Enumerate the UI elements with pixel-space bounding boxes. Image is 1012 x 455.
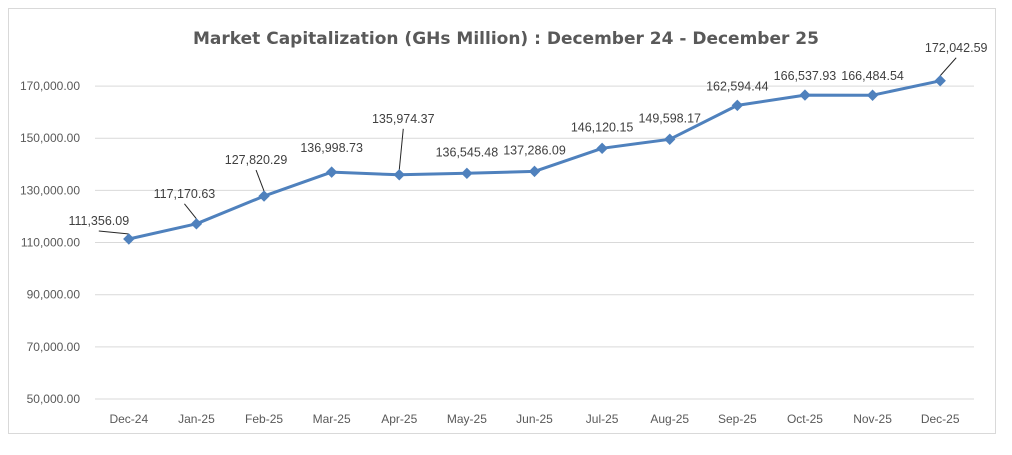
data-label: 166,537.93 xyxy=(774,69,837,83)
x-tick-label: Mar-25 xyxy=(313,412,351,426)
y-tick-label: 50,000.00 xyxy=(27,392,81,406)
data-point-marker xyxy=(866,89,879,101)
data-point-marker xyxy=(731,99,744,112)
data-label: 136,998.73 xyxy=(300,141,363,155)
x-tick-label: Jul-25 xyxy=(586,412,619,426)
data-label: 136,545.48 xyxy=(436,145,499,159)
data-point-marker xyxy=(664,133,676,145)
data-label: 127,820.29 xyxy=(225,153,288,167)
data-point-marker xyxy=(596,142,608,155)
x-tick-label: Oct-25 xyxy=(787,412,823,426)
data-point-marker xyxy=(190,218,203,230)
x-tick-label: Nov-25 xyxy=(853,412,892,426)
data-point-marker xyxy=(934,75,946,87)
data-label: 149,598.17 xyxy=(638,111,701,125)
x-tick-label: Dec-25 xyxy=(921,412,960,426)
y-tick-label: 90,000.00 xyxy=(27,288,81,302)
data-label-leader xyxy=(398,128,404,170)
y-axis-ticks: 50,000.00 70,000.00 90,000.00 110,000.00 130… xyxy=(20,79,80,406)
data-label: 166,484.54 xyxy=(841,69,904,83)
x-tick-label: Dec-24 xyxy=(109,412,148,426)
data-point-marker xyxy=(461,167,473,180)
data-label-leader xyxy=(98,230,129,235)
chart-frame xyxy=(8,8,996,434)
data-label: 117,170.63 xyxy=(154,187,216,201)
data-point-marker xyxy=(325,166,338,178)
y-tick-label: 150,000.00 xyxy=(20,131,80,145)
y-tick-label: 70,000.00 xyxy=(27,340,81,354)
data-markers xyxy=(123,75,946,245)
y-tick-label: 130,000.00 xyxy=(20,183,80,197)
data-point-marker xyxy=(393,169,405,181)
data-label: 172,042.59 xyxy=(925,41,988,55)
x-tick-label: May-25 xyxy=(447,412,487,426)
data-label: 135,974.37 xyxy=(372,112,435,126)
gridlines xyxy=(95,85,974,400)
data-labels: 111,356.09 117,170.63 127,820.29 136,998.73… xyxy=(68,41,987,228)
data-point-marker xyxy=(123,233,135,245)
data-point-marker xyxy=(799,89,811,101)
y-tick-label: 110,000.00 xyxy=(21,236,80,250)
data-point-marker xyxy=(528,165,541,178)
y-tick-label: 170,000.00 xyxy=(20,79,80,93)
data-label: 111,356.09 xyxy=(68,214,129,228)
x-tick-label: Jan-25 xyxy=(178,412,215,426)
data-point-marker xyxy=(258,190,270,202)
data-label-leader xyxy=(184,203,197,220)
data-label: 137,286.09 xyxy=(503,143,566,157)
x-tick-label: Apr-25 xyxy=(381,412,417,426)
x-tick-label: Sep-25 xyxy=(718,412,757,426)
x-tick-label: Jun-25 xyxy=(516,412,553,426)
data-label-leader xyxy=(939,57,957,77)
data-label: 162,594.44 xyxy=(706,79,769,93)
data-label: 146,120.15 xyxy=(571,120,634,134)
x-tick-label: Feb-25 xyxy=(245,412,283,426)
data-label-leader xyxy=(255,169,265,192)
chart-title: Market Capitalization (GHs Million) : De… xyxy=(193,29,819,49)
x-axis-ticks: Dec-24 Jan-25 Feb-25 Mar-25 Apr-25 May-25 Jun-… xyxy=(109,412,959,426)
x-tick-label: Aug-25 xyxy=(650,412,689,426)
data-label-leaders xyxy=(98,57,957,235)
